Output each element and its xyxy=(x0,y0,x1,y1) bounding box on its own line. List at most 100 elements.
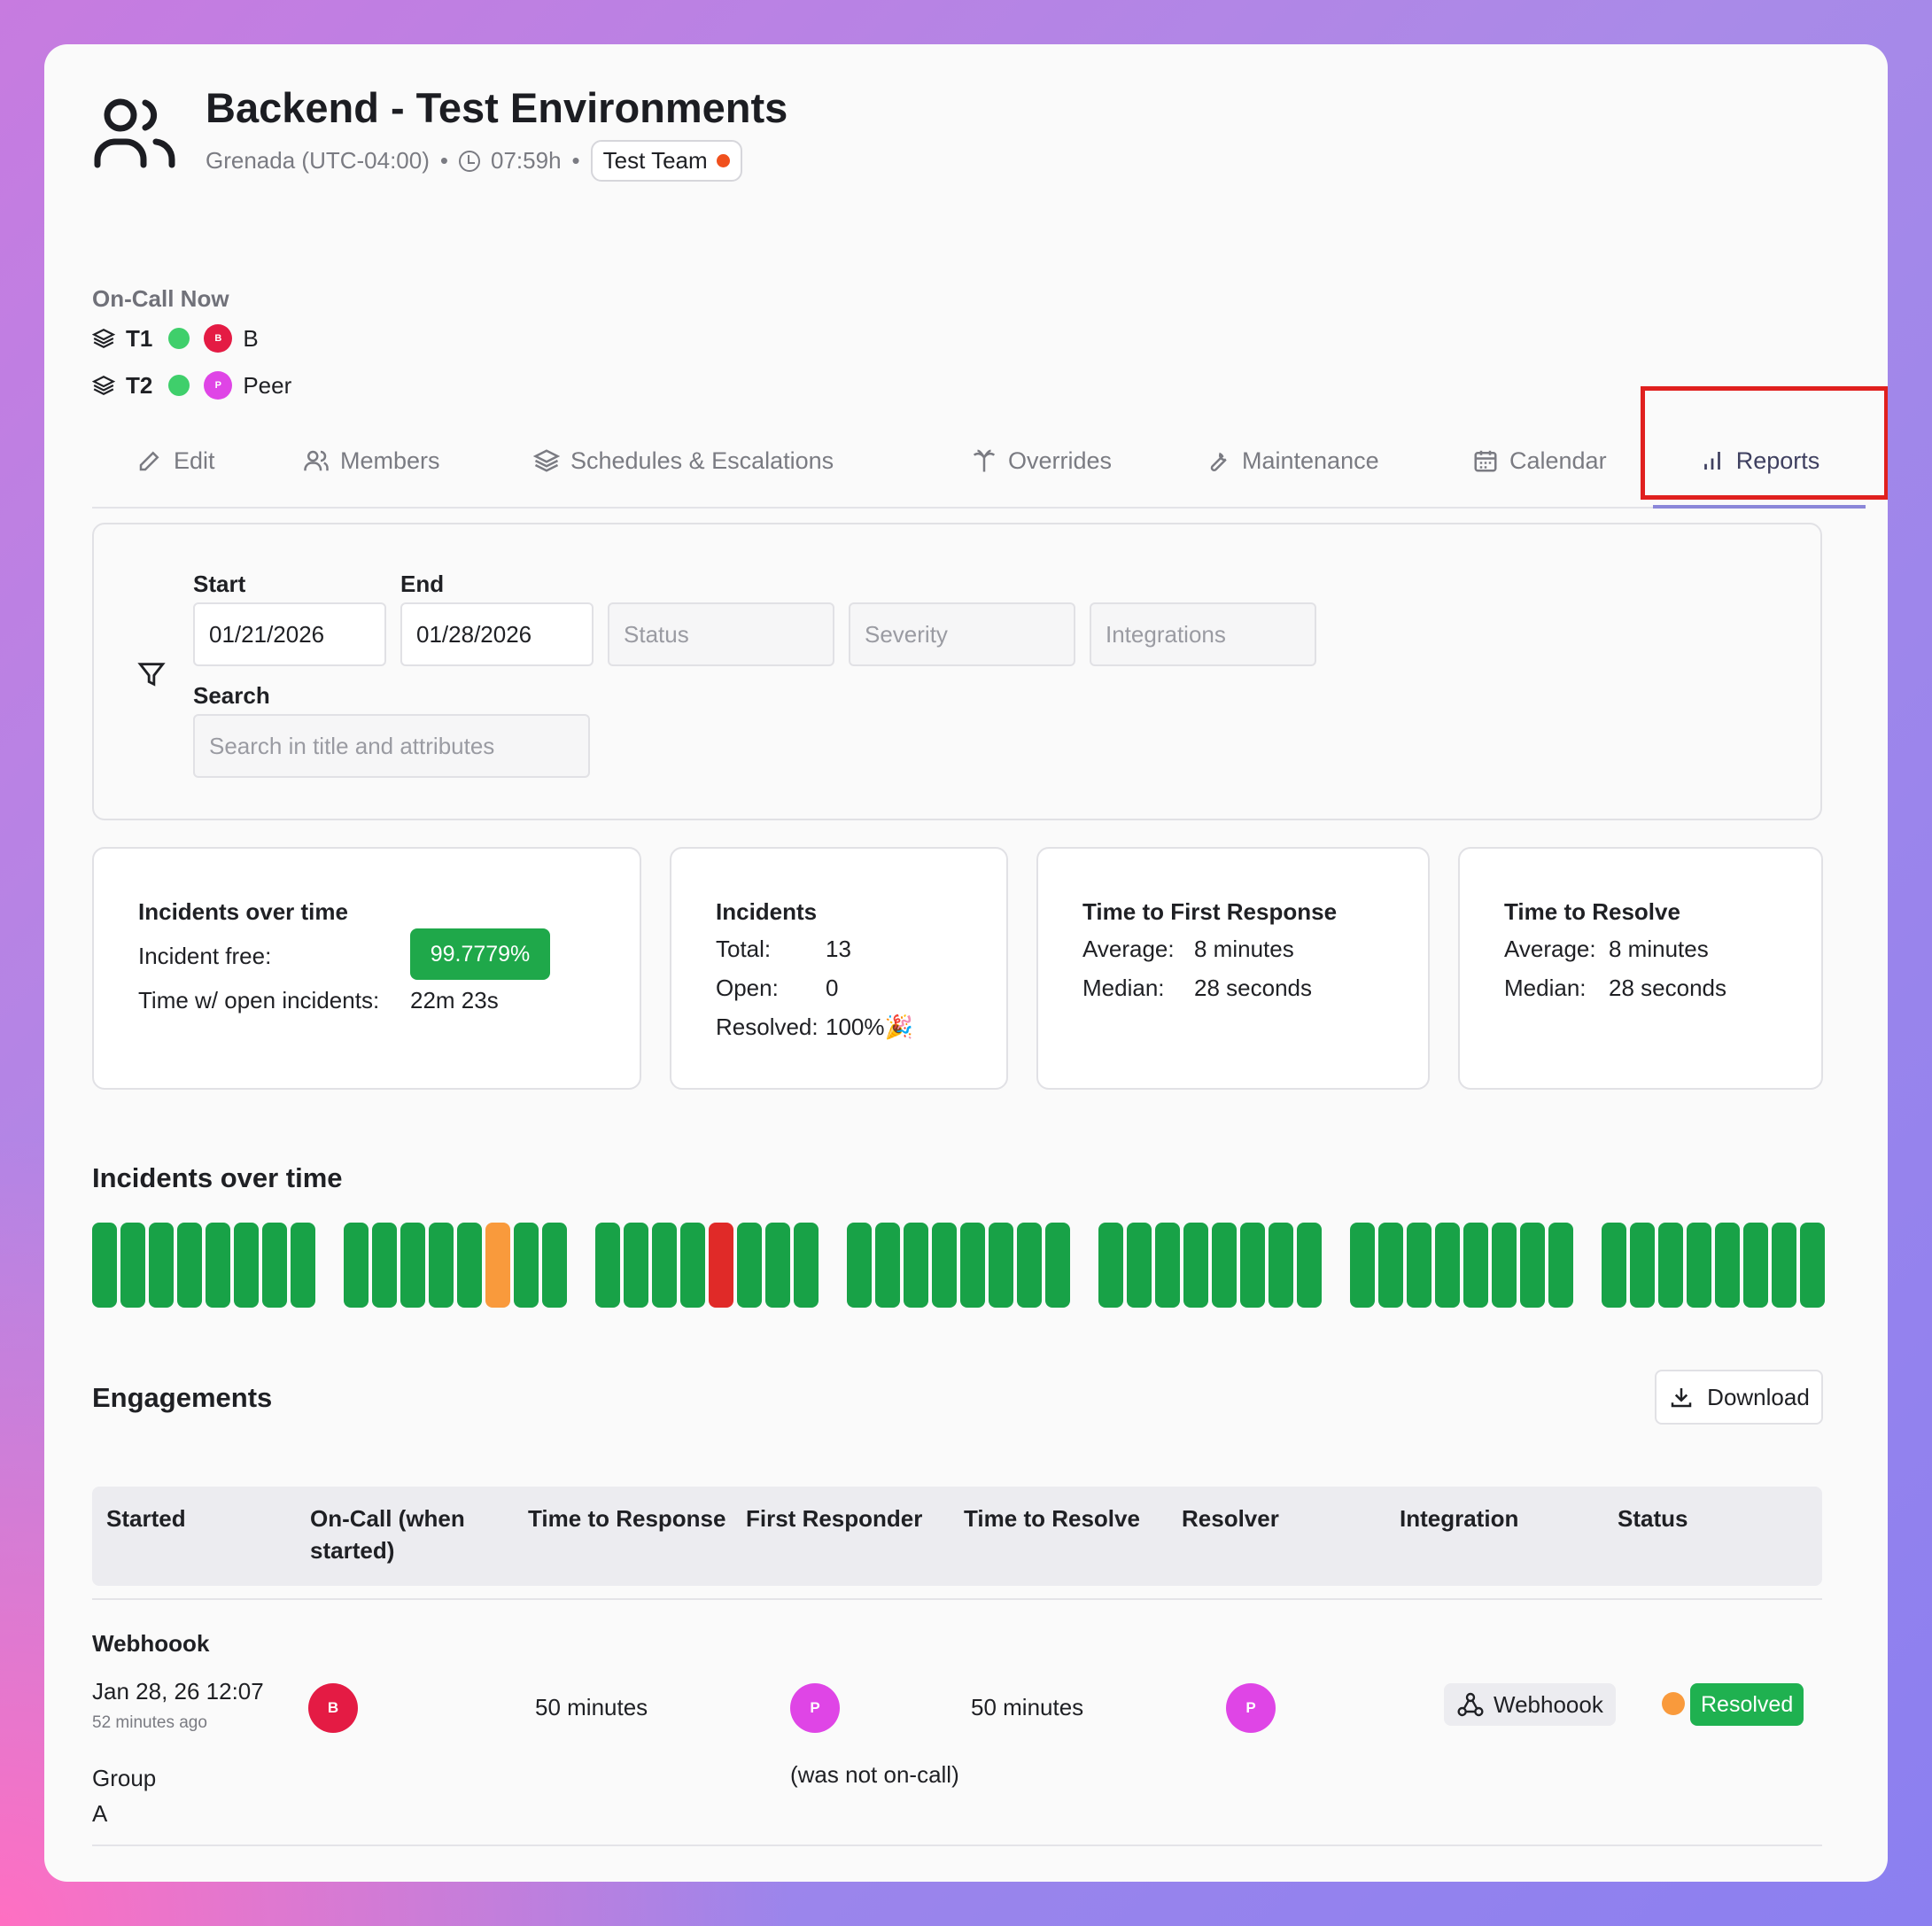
integrations-select[interactable]: Integrations xyxy=(1090,602,1316,666)
column-header[interactable]: Started xyxy=(106,1505,186,1532)
tab-members[interactable]: Members xyxy=(303,415,440,507)
tab-overrides[interactable]: Overrides xyxy=(971,415,1112,507)
column-header[interactable]: Time to Response xyxy=(528,1505,726,1532)
timeline-bar[interactable] xyxy=(765,1223,790,1308)
timeline-bar[interactable] xyxy=(794,1223,819,1308)
timeline-bar[interactable] xyxy=(400,1223,425,1308)
timeline-bar[interactable] xyxy=(1463,1223,1488,1308)
timeline-bar[interactable] xyxy=(92,1223,117,1308)
timeline-bar[interactable] xyxy=(1155,1223,1180,1308)
timeline-bar[interactable] xyxy=(1800,1223,1825,1308)
timeline-bar[interactable] xyxy=(1715,1223,1740,1308)
timeline-bar[interactable] xyxy=(344,1223,369,1308)
oncall-avatar[interactable]: B xyxy=(308,1683,358,1733)
timeline-bar[interactable] xyxy=(1350,1223,1375,1308)
timeline-bar[interactable] xyxy=(847,1223,872,1308)
timeline-bar[interactable] xyxy=(177,1223,202,1308)
incident-free-label: Incident free: xyxy=(138,943,272,969)
timeline-bar[interactable] xyxy=(624,1223,648,1308)
timeline-bar[interactable] xyxy=(291,1223,315,1308)
filter-panel: Start 01/21/2026 End 01/28/2026 Status S… xyxy=(92,523,1822,820)
severity-select[interactable]: Severity xyxy=(849,602,1075,666)
column-header[interactable]: Status xyxy=(1618,1505,1688,1532)
timeline-bar[interactable] xyxy=(595,1223,620,1308)
total-label: Total: xyxy=(716,936,772,962)
timeline-bar[interactable] xyxy=(1045,1223,1070,1308)
avatar[interactable]: B xyxy=(204,324,233,353)
timeline-bar[interactable] xyxy=(1548,1223,1573,1308)
search-input[interactable]: Search in title and attributes xyxy=(193,714,590,778)
integration-chip[interactable]: Webhoook xyxy=(1444,1683,1616,1726)
timeline-bar[interactable] xyxy=(1098,1223,1123,1308)
timeline-bar[interactable] xyxy=(372,1223,397,1308)
column-header[interactable]: Resolver xyxy=(1182,1505,1279,1532)
timeline-bar[interactable] xyxy=(932,1223,957,1308)
tab-schedules-escalations[interactable]: Schedules & Escalations xyxy=(533,415,834,507)
timeline-bar[interactable] xyxy=(206,1223,230,1308)
timeline-bar[interactable] xyxy=(709,1223,733,1308)
first-responder-avatar[interactable]: P xyxy=(790,1683,840,1733)
timeline-bar[interactable] xyxy=(1492,1223,1517,1308)
timeline-bar[interactable] xyxy=(149,1223,174,1308)
avatar[interactable]: P xyxy=(204,371,233,400)
timeline-bar[interactable] xyxy=(1630,1223,1655,1308)
timeline-bar[interactable] xyxy=(234,1223,259,1308)
timeline-bar[interactable] xyxy=(1017,1223,1042,1308)
timeline-bar[interactable] xyxy=(1658,1223,1683,1308)
engagement-title[interactable]: Webhoook xyxy=(92,1630,210,1657)
timeline-bar[interactable] xyxy=(1407,1223,1432,1308)
integration-label: Webhoook xyxy=(1494,1690,1603,1718)
timeline-bar[interactable] xyxy=(1378,1223,1403,1308)
timeline-bar[interactable] xyxy=(457,1223,482,1308)
timeline-bar[interactable] xyxy=(1183,1223,1208,1308)
column-header[interactable]: First Responder xyxy=(746,1505,923,1532)
online-status-dot xyxy=(168,328,190,349)
timeline-bar[interactable] xyxy=(1297,1223,1322,1308)
status-dot xyxy=(1662,1692,1685,1715)
column-header[interactable]: On-Call (when started) xyxy=(310,1505,465,1564)
timeline-bar[interactable] xyxy=(960,1223,985,1308)
timeline-bar[interactable] xyxy=(542,1223,567,1308)
tab-maintenance[interactable]: Maintenance xyxy=(1205,415,1379,507)
tab-calendar[interactable]: Calendar xyxy=(1472,415,1607,507)
timeline-bar[interactable] xyxy=(680,1223,705,1308)
timeline-bar[interactable] xyxy=(1743,1223,1768,1308)
timeline-bar[interactable] xyxy=(1127,1223,1152,1308)
timezone: Grenada (UTC-04:00) xyxy=(206,147,430,174)
end-date-input[interactable]: 01/28/2026 xyxy=(400,602,594,666)
layers-icon xyxy=(92,329,115,348)
column-header[interactable]: Integration xyxy=(1400,1505,1519,1532)
timeline-bar[interactable] xyxy=(989,1223,1013,1308)
download-button[interactable]: Download xyxy=(1655,1370,1823,1425)
team-badge[interactable]: Test Team xyxy=(590,140,742,182)
card-title: Time to Resolve xyxy=(1504,898,1680,925)
column-header[interactable]: Time to Resolve xyxy=(964,1505,1140,1532)
timeline-bar[interactable] xyxy=(1602,1223,1626,1308)
timeline-bar[interactable] xyxy=(1212,1223,1237,1308)
timeline-bar[interactable] xyxy=(1520,1223,1545,1308)
incidents-card: Incidents Total: 13 Open: 0 Resolved: 10… xyxy=(670,847,1008,1090)
timeline-bar[interactable] xyxy=(514,1223,539,1308)
started-time: Jan 28, 26 12:07 xyxy=(92,1678,264,1705)
timeline-bar[interactable] xyxy=(1240,1223,1265,1308)
timeline-bar[interactable] xyxy=(904,1223,928,1308)
card-title: Incidents over time xyxy=(138,898,348,925)
timeline-bar[interactable] xyxy=(737,1223,762,1308)
status-select[interactable]: Status xyxy=(608,602,834,666)
timeline-bar[interactable] xyxy=(262,1223,287,1308)
timeline-bar[interactable] xyxy=(485,1223,510,1308)
tab-edit[interactable]: Edit xyxy=(136,415,215,507)
timeline-bar[interactable] xyxy=(429,1223,454,1308)
timeline-bar[interactable] xyxy=(1687,1223,1711,1308)
timeline-bar[interactable] xyxy=(1772,1223,1796,1308)
timeline-bar[interactable] xyxy=(1269,1223,1293,1308)
download-icon xyxy=(1671,1388,1692,1408)
resolver-avatar[interactable]: P xyxy=(1226,1683,1276,1733)
timeline-bar[interactable] xyxy=(875,1223,900,1308)
start-date-input[interactable]: 01/21/2026 xyxy=(193,602,386,666)
timeline-bar[interactable] xyxy=(652,1223,677,1308)
first-responder-note: (was not on-call) xyxy=(790,1761,959,1788)
tab-reports[interactable]: Reports xyxy=(1653,415,1866,509)
timeline-bar[interactable] xyxy=(1435,1223,1460,1308)
timeline-bar[interactable] xyxy=(120,1223,145,1308)
